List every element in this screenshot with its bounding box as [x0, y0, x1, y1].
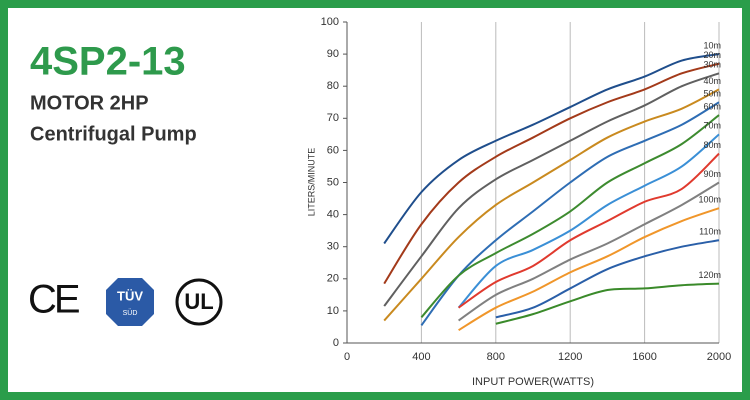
x-tick-label: 0: [344, 351, 350, 363]
x-tick-label: 1200: [558, 351, 582, 363]
y-tick-label: 20: [327, 273, 339, 285]
curve: [458, 152, 720, 309]
y-tick-label: 40: [327, 209, 339, 221]
legend-label: 30m: [703, 60, 721, 70]
y-tick-label: 0: [333, 337, 339, 349]
legend-label: 100m: [698, 195, 721, 205]
curve: [383, 53, 720, 245]
legend-label: 60m: [703, 101, 721, 111]
legend-label: 70m: [703, 121, 721, 131]
curve: [383, 88, 720, 322]
curve: [420, 101, 720, 326]
y-tick-label: 80: [327, 80, 339, 92]
curve: [458, 207, 720, 332]
legend-label: 40m: [703, 76, 721, 86]
legend-label: 50m: [703, 89, 721, 99]
curve: [383, 72, 720, 307]
legend-label: 120m: [698, 270, 721, 280]
y-tick-label: 100: [321, 16, 339, 28]
x-tick-label: 400: [412, 351, 430, 363]
curve: [458, 181, 720, 322]
curve: [495, 282, 720, 325]
x-tick-label: 800: [487, 351, 505, 363]
y-tick-label: 30: [327, 241, 339, 253]
legend-label: 110m: [699, 227, 721, 237]
curve: [383, 62, 720, 285]
y-tick-label: 50: [327, 176, 339, 188]
legend-label: 20m: [703, 50, 721, 60]
legend-label: 10m: [703, 40, 721, 50]
curve: [420, 114, 720, 318]
ul-logo: UL: [175, 278, 223, 326]
legend-label: 90m: [703, 169, 721, 179]
x-axis-title: INPUT POWER(WATTS): [472, 376, 594, 388]
ce-logo: CE: [28, 278, 79, 322]
y-axis-title: LITERS/MINUTE: [306, 148, 316, 217]
y-tick-label: 70: [327, 112, 339, 124]
sud-text: SÜD: [123, 309, 138, 317]
ul-ring: [175, 278, 223, 326]
product-title: 4SP2-13: [30, 40, 186, 84]
y-tick-label: 10: [327, 305, 339, 317]
legend-label: 80m: [703, 140, 721, 150]
y-tick-label: 60: [327, 144, 339, 156]
motor-label: MOTOR 2HP: [30, 92, 149, 114]
pump-label: Centrifugal Pump: [30, 123, 197, 145]
tuv-logo: TÜV SÜD: [106, 278, 154, 326]
y-tick-label: 90: [327, 48, 339, 60]
curve: [495, 239, 720, 319]
curve: [457, 133, 720, 309]
x-tick-label: 2000: [707, 351, 731, 363]
tuv-text: TÜV: [117, 288, 143, 303]
x-tick-label: 1600: [632, 351, 656, 363]
tuv-badge: [106, 278, 154, 326]
ul-text: UL: [184, 289, 213, 314]
